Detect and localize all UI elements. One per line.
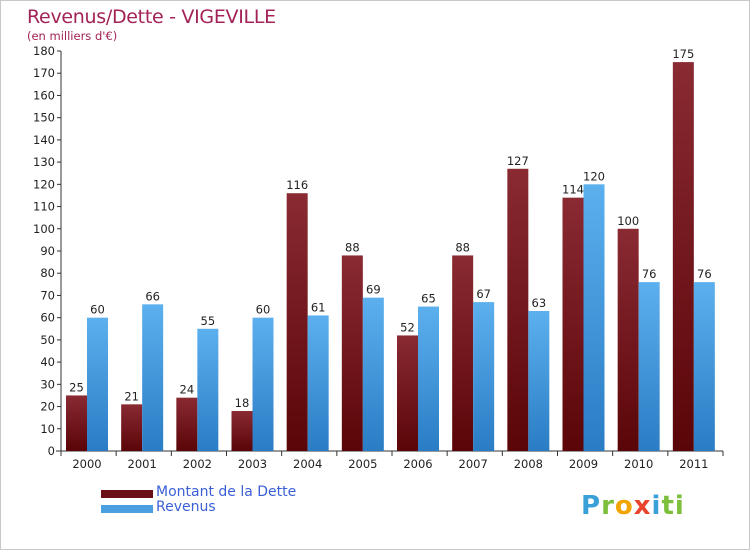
bar-revenus <box>142 304 164 451</box>
bar-revenus <box>638 282 660 451</box>
data-label-revenus: 55 <box>201 314 216 328</box>
bar-dette <box>672 62 694 451</box>
y-tick-label: 170 <box>33 66 55 80</box>
y-tick-label: 180 <box>33 44 55 58</box>
y-tick-label: 90 <box>40 244 55 258</box>
x-tick-label: 2011 <box>679 457 708 471</box>
legend-swatch-dette <box>101 490 153 498</box>
bar-dette <box>286 193 308 451</box>
chart-subtitle: (en milliers d'€) <box>27 29 118 43</box>
data-label-revenus: 61 <box>311 300 326 314</box>
x-tick-label: 2004 <box>293 457 322 471</box>
bar-dette <box>231 411 253 451</box>
y-tick-label: 0 <box>48 444 55 458</box>
data-label-dette: 114 <box>562 183 584 197</box>
x-tick-label: 2006 <box>403 457 432 471</box>
y-tick-label: 80 <box>40 266 55 280</box>
data-label-dette: 25 <box>69 380 84 394</box>
data-label-revenus: 69 <box>366 283 381 297</box>
x-tick-label: 2001 <box>128 457 157 471</box>
data-label-dette: 116 <box>286 178 308 192</box>
bar-revenus <box>197 328 219 451</box>
y-tick-label: 140 <box>33 133 55 147</box>
y-tick-label: 40 <box>40 355 55 369</box>
axes: 0 10 20 30 40 50 60 70 80 90 100 110 120 130 140 150 160… <box>33 44 724 471</box>
y-tick-label: 120 <box>33 177 55 191</box>
data-label-revenus: 60 <box>90 303 105 317</box>
bar-revenus <box>252 317 274 451</box>
y-tick-label: 20 <box>40 400 55 414</box>
bar-dette <box>507 168 529 451</box>
proxiti-logo: Proxiti <box>581 491 685 521</box>
bar-dette <box>176 397 198 451</box>
bar-revenus <box>87 317 108 451</box>
bar-revenus <box>418 306 439 451</box>
bar-revenus <box>693 282 715 451</box>
y-tick-label: 70 <box>40 288 55 302</box>
y-tick-label: 150 <box>33 111 55 125</box>
data-labels: 25 60 21 66 24 55 18 60 116 61 88 69 52 65 88 67 127 63 11… <box>69 47 711 410</box>
data-label-revenus: 66 <box>145 289 160 303</box>
legend-label-revenus: Revenus <box>156 499 216 515</box>
bar-dette <box>562 197 584 451</box>
bar-revenus <box>528 311 550 451</box>
legend-label-dette: Montant de la Dette <box>156 484 297 500</box>
y-tick-label: 130 <box>33 155 55 169</box>
data-label-dette: 52 <box>400 320 415 334</box>
x-tick-label: 2008 <box>514 457 543 471</box>
bar-revenus <box>473 302 495 451</box>
bar-dette <box>121 404 143 451</box>
bar-dette <box>66 395 87 451</box>
x-tick-label: 2007 <box>459 457 488 471</box>
x-tick-label: 2009 <box>569 457 598 471</box>
data-label-dette: 175 <box>672 47 694 61</box>
data-label-revenus: 65 <box>421 292 436 306</box>
x-tick-label: 2005 <box>348 457 377 471</box>
chart-title: Revenus/Dette - VIGEVILLE <box>27 6 276 28</box>
bars <box>66 62 715 452</box>
y-tick-label: 10 <box>40 422 55 436</box>
y-tick-label: 110 <box>33 200 55 214</box>
data-label-dette: 88 <box>345 240 360 254</box>
bar-dette <box>617 228 639 451</box>
data-label-revenus: 120 <box>583 169 605 183</box>
x-tick-label: 2003 <box>238 457 267 471</box>
y-tick-label: 100 <box>33 222 55 236</box>
x-tick-label: 2002 <box>183 457 212 471</box>
data-label-dette: 100 <box>617 214 639 228</box>
data-label-revenus: 63 <box>532 296 547 310</box>
bar-revenus <box>583 184 605 452</box>
data-label-dette: 21 <box>124 389 139 403</box>
y-tick-label: 50 <box>40 333 55 347</box>
x-tick-label: 2000 <box>72 457 101 471</box>
y-tick-label: 30 <box>40 377 55 391</box>
x-tick-label: 2010 <box>624 457 653 471</box>
data-label-revenus: 76 <box>697 267 712 281</box>
y-tick-label: 160 <box>33 88 55 102</box>
bar-revenus <box>362 297 384 451</box>
data-label-dette: 88 <box>455 240 470 254</box>
bar-dette <box>341 255 363 451</box>
bar-revenus <box>307 315 329 451</box>
bar-dette <box>452 255 474 451</box>
data-label-revenus: 60 <box>256 303 271 317</box>
bar-dette <box>397 335 418 451</box>
data-label-revenus: 67 <box>476 287 491 301</box>
y-tick-label: 60 <box>40 311 55 325</box>
data-label-revenus: 76 <box>642 267 657 281</box>
legend-swatch-revenus <box>101 505 153 513</box>
data-label-dette: 24 <box>180 383 195 397</box>
data-label-dette: 18 <box>235 396 250 410</box>
data-label-dette: 127 <box>507 154 529 168</box>
